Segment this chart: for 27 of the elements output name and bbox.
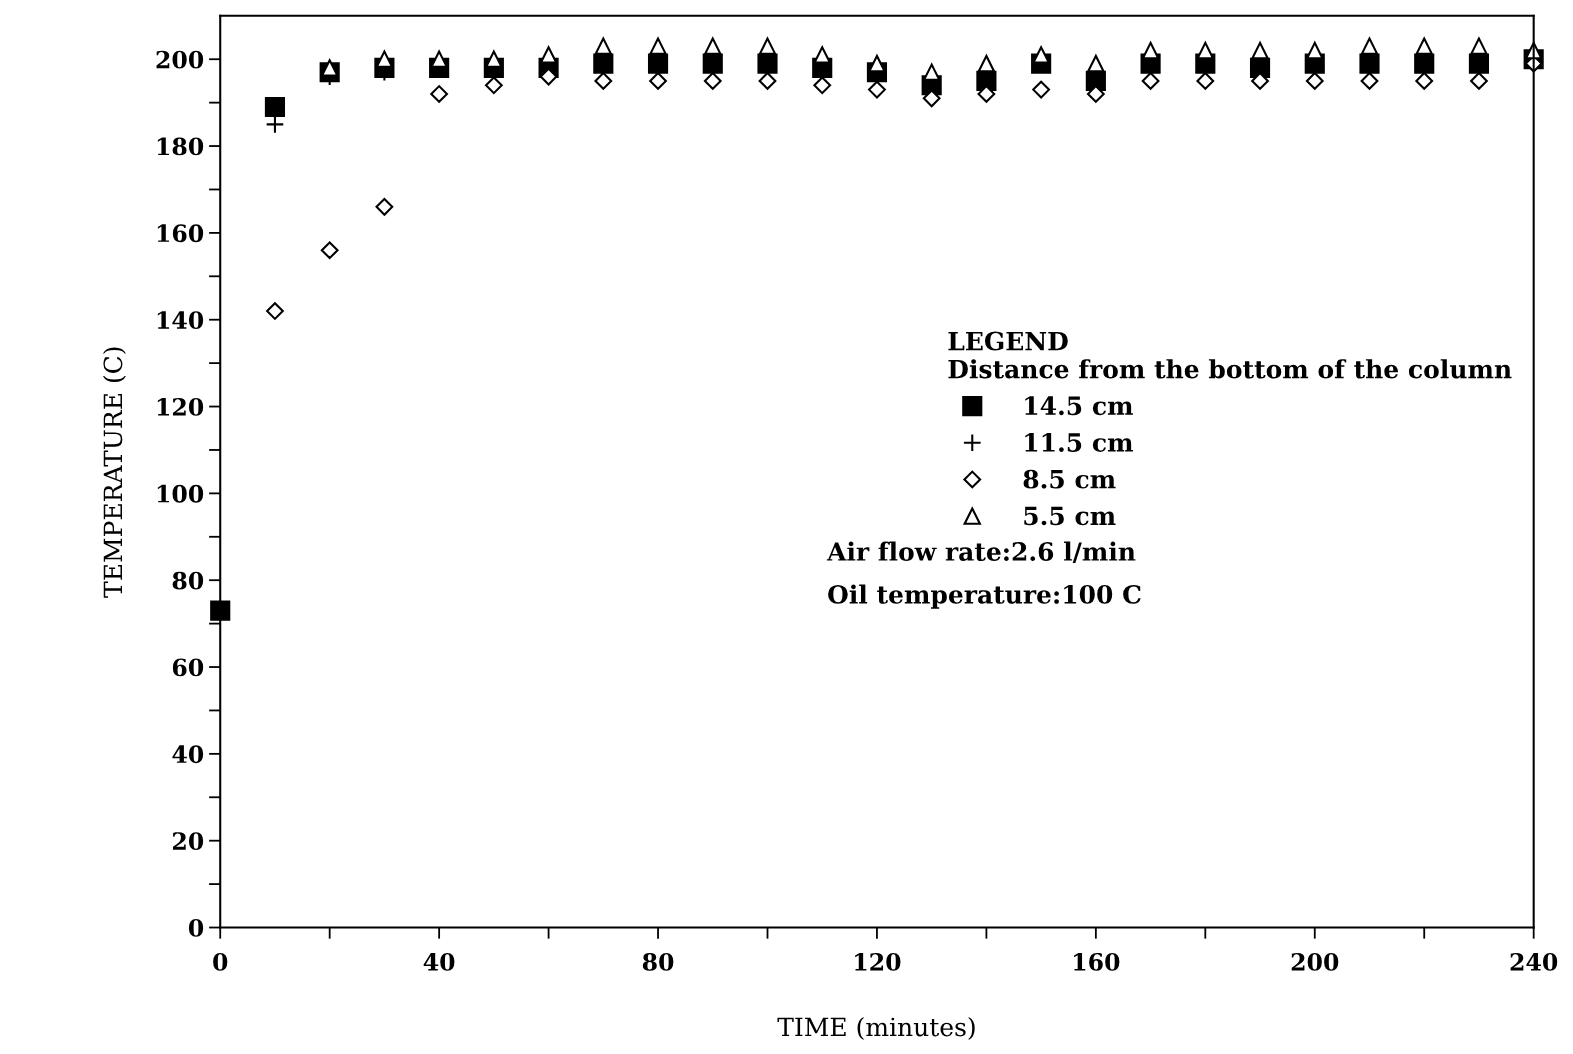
x-tick-label: 0 xyxy=(213,952,228,971)
x-tick-label: 80 xyxy=(642,952,674,971)
x-tick-label: 200 xyxy=(1291,952,1339,971)
x-tick-label: 160 xyxy=(1074,952,1120,971)
x-tick-label: 40 xyxy=(423,952,455,971)
legend-label: 14.5 cm xyxy=(1025,396,1133,416)
x-tick-label: 240 xyxy=(1510,952,1558,971)
legend-label: 8.5 cm xyxy=(1023,469,1116,489)
y-tick-label: 140 xyxy=(157,311,204,330)
x-axis-title: TIME (minutes) xyxy=(777,1017,975,1040)
legend-title: LEGEND Distance from the bottom of the column xyxy=(948,331,1512,379)
y-tick-label: 20 xyxy=(172,832,204,850)
x-tick-label: 120 xyxy=(855,952,901,971)
y-tick-label: 80 xyxy=(172,571,204,590)
y-tick-label: 200 xyxy=(156,50,204,69)
legend-label: 11.5 cm xyxy=(1025,432,1133,452)
annotation: Oil temperature:100 C xyxy=(828,584,1141,609)
y-tick-label: 0 xyxy=(188,918,204,937)
legend-label: 5.5 cm xyxy=(1024,506,1116,526)
y-tick-label: 60 xyxy=(172,658,204,677)
y-tick-label: 100 xyxy=(157,484,204,503)
y-axis-title: TEMPERATURE (C) xyxy=(102,347,126,598)
y-tick-label: 160 xyxy=(157,224,204,243)
y-tick-label: 40 xyxy=(172,745,204,764)
y-tick-label: 180 xyxy=(157,137,204,156)
y-tick-label: 120 xyxy=(157,397,204,416)
annotation: Air flow rate:2.6 l/min xyxy=(826,541,1136,563)
